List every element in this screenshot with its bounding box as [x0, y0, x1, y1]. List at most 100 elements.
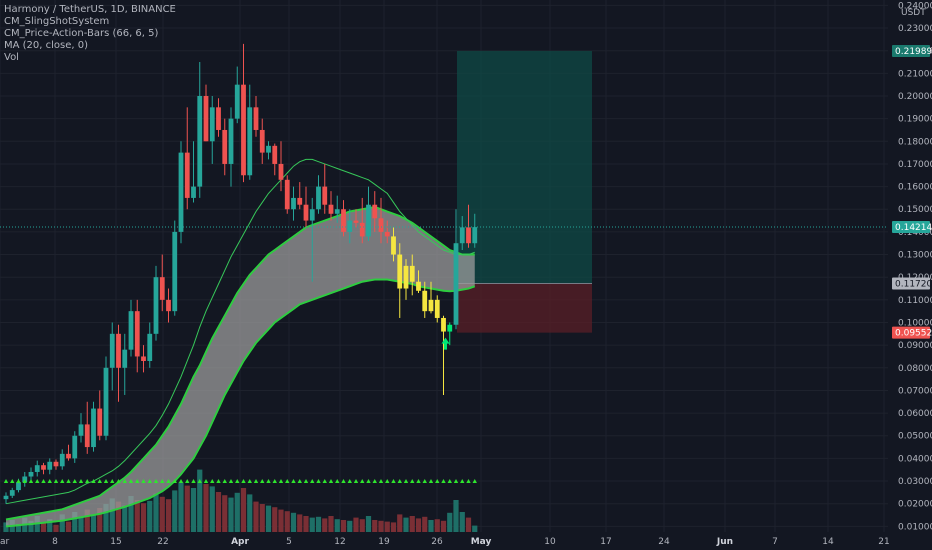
candle-body	[447, 324, 453, 332]
candle-body	[116, 333, 121, 368]
signal-triangle	[160, 479, 165, 484]
signal-triangle	[16, 479, 21, 484]
signal-triangle	[197, 479, 202, 484]
signal-triangle	[72, 479, 77, 484]
candle-body	[466, 227, 471, 244]
time-tick-label: 21	[878, 537, 889, 547]
volume-bar	[440, 520, 447, 532]
candle-body	[297, 197, 303, 205]
candle-body	[134, 311, 140, 357]
volume-bar	[334, 519, 340, 532]
volume-bar	[303, 516, 309, 532]
volume-bar	[422, 516, 428, 532]
signal-triangle	[335, 479, 340, 484]
indicator-volume[interactable]: Vol	[4, 52, 19, 63]
entry-price-tag-bg	[892, 277, 930, 290]
indicator-ma[interactable]: MA (20, close, 0)	[4, 40, 89, 51]
symbol-title[interactable]: Harmony / TetherUS, 1D, BINANCE	[4, 4, 176, 15]
volume-bar	[315, 516, 322, 532]
signal-triangle	[322, 479, 327, 484]
signal-triangle	[135, 479, 140, 484]
signal-triangle	[10, 479, 15, 484]
signal-triangle	[228, 479, 234, 484]
volume-bar	[453, 500, 459, 532]
signal-triangle	[103, 479, 109, 484]
volume-bar	[53, 524, 59, 532]
candle-body	[303, 204, 309, 221]
price-tick-label: 0.11000	[898, 296, 932, 306]
time-tick-label: May	[471, 537, 492, 547]
signal-triangle	[378, 479, 384, 484]
volume-bar	[384, 521, 390, 532]
candle-body	[441, 317, 446, 332]
volume-bar	[72, 512, 78, 532]
signal-triangle	[203, 479, 209, 484]
signal-triangle	[253, 479, 259, 484]
signal-triangle	[153, 479, 159, 484]
candle-body	[147, 333, 153, 361]
slingshot-ribbon	[5, 158, 476, 528]
volume-bar	[322, 518, 328, 532]
volume-bar	[265, 505, 272, 532]
signal-triangle	[210, 479, 215, 484]
candle-body	[372, 204, 378, 219]
volume-bar	[159, 496, 165, 532]
signal-triangle	[416, 479, 421, 484]
signal-triangle	[391, 479, 396, 484]
chart-legend: Harmony / TetherUS, 1D, BINANCE CM_Sling…	[4, 4, 176, 64]
signal-triangle	[447, 479, 452, 484]
long-position-tool[interactable]	[457, 50, 592, 333]
volume-bar	[240, 488, 247, 532]
candle-body	[109, 333, 115, 368]
candle-body	[209, 107, 215, 142]
time-tick-label: Apr	[231, 537, 249, 547]
time-axis[interactable]: ar 8 15 22 Apr 5 12 19 26 May 10 17 24 Jun 7 14 21	[0, 537, 890, 547]
signal-triangle	[41, 479, 46, 484]
stop-zone[interactable]	[457, 283, 592, 333]
price-axis[interactable]: USDT0.240000.230000.220000.210000.200000…	[888, 0, 932, 550]
signal-triangle	[60, 479, 65, 484]
signal-triangle	[310, 479, 315, 484]
time-tick-label: 12	[334, 537, 345, 547]
entry-price-tag: 0.11720	[892, 277, 932, 290]
candle-body	[41, 465, 46, 470]
volume-bar	[278, 509, 284, 532]
candle-body	[359, 222, 365, 237]
signal-triangle	[85, 479, 90, 484]
signal-triangle	[235, 479, 240, 484]
price-tick-label: 0.15000	[898, 205, 932, 215]
signal-triangle	[466, 479, 471, 484]
signal-triangle	[297, 479, 302, 484]
candle-body	[103, 367, 109, 436]
signal-triangle	[28, 479, 34, 484]
signal-triangle	[347, 479, 352, 484]
signal-triangle	[147, 479, 152, 484]
target-price-tag: 0.21989	[892, 44, 932, 57]
price-tick-label: 0.02000	[898, 500, 932, 510]
volume-bar	[403, 517, 409, 532]
volume-bar	[328, 516, 334, 532]
signal-triangle	[110, 479, 115, 484]
candle-body	[241, 84, 246, 176]
indicator-slingshot[interactable]: CM_SlingShotSystem	[4, 16, 110, 27]
signal-triangle	[185, 479, 190, 484]
signal-triangle	[97, 479, 102, 484]
candle-body	[9, 490, 15, 496]
volume-bar	[115, 501, 122, 532]
volume-bar	[465, 517, 472, 532]
current-price-tag-bg	[892, 221, 930, 234]
profit-zone[interactable]	[457, 50, 592, 284]
ema-fast-line	[5, 205, 475, 521]
candle-body	[316, 186, 321, 210]
indicator-price-action-bars[interactable]: CM_Price-Action-Bars (66, 6, 5)	[4, 28, 159, 39]
volume-bar	[372, 520, 378, 532]
candle-body	[228, 118, 234, 164]
candle-body	[78, 424, 84, 436]
candle-body	[366, 204, 371, 237]
signal-triangle	[460, 479, 465, 484]
volume-bar	[47, 519, 53, 532]
candle-body	[341, 209, 346, 232]
price-tick-label: 0.23000	[898, 24, 932, 34]
price-tick-label: 0.04000	[898, 454, 932, 464]
